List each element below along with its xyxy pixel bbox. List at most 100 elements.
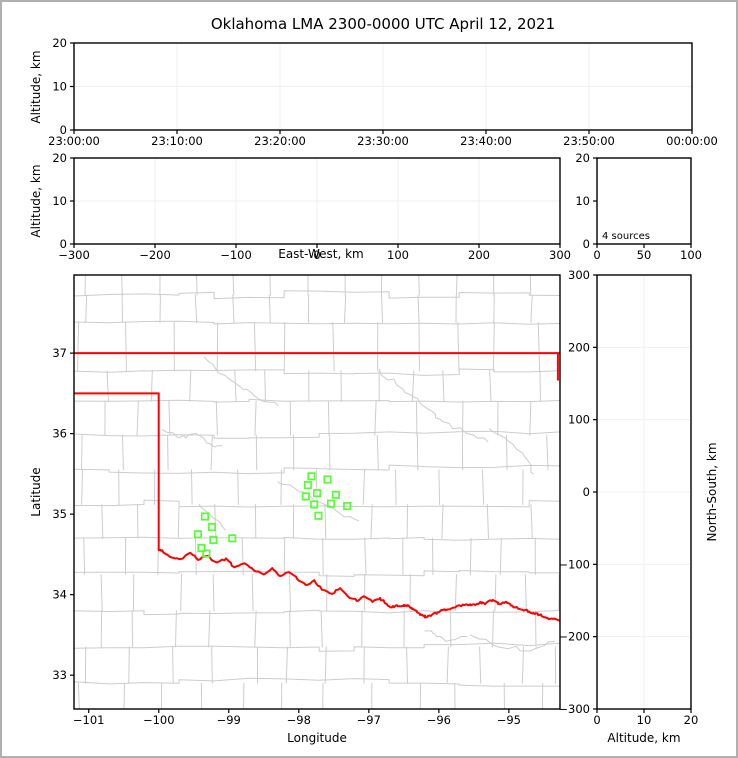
station-marker <box>209 535 218 544</box>
county-line <box>128 646 130 684</box>
county-line <box>167 434 169 471</box>
county-line <box>254 610 257 648</box>
state-border-red-river <box>157 548 560 623</box>
station-marker <box>228 534 237 543</box>
y-tick-label: 100 <box>568 413 590 427</box>
x-tick-label: 23:00:00 <box>48 134 100 148</box>
y-tick-label: −300 <box>558 702 590 716</box>
county-line <box>364 537 367 575</box>
county-line <box>74 677 560 687</box>
time-height-ylabel: Altitude, km <box>29 50 43 123</box>
county-line <box>344 294 347 323</box>
x-tick-label: 23:10:00 <box>151 134 203 148</box>
x-tick-label: 0 <box>313 248 320 262</box>
county-line <box>237 469 239 505</box>
county-line <box>74 290 560 300</box>
y-tick-label: 35 <box>52 507 67 521</box>
y-tick-label: 0 <box>60 123 67 137</box>
station-marker <box>343 502 352 511</box>
county-line <box>494 574 497 612</box>
county-line <box>374 400 377 436</box>
station-marker <box>312 489 322 498</box>
county-line <box>241 537 244 575</box>
county-line <box>289 610 291 648</box>
ew-height-xlabel: East-West, km <box>278 247 364 261</box>
county-line <box>74 398 560 403</box>
county-line <box>489 370 492 402</box>
county-line <box>529 400 532 436</box>
county-line <box>327 400 330 436</box>
east-west-height-panel: −300 −200 −100 0 100 200 300 0 10 20 <box>52 151 571 262</box>
county-line <box>289 574 291 612</box>
county-line <box>529 275 532 296</box>
county-line <box>457 322 460 372</box>
y-tick-label: 34 <box>52 588 67 602</box>
station-marker <box>197 543 206 553</box>
y-tick-label: 10 <box>52 194 67 208</box>
station-marker <box>193 530 203 539</box>
river-line <box>469 634 555 652</box>
county-line <box>84 275 86 296</box>
county-line <box>492 322 495 372</box>
plan-view-map-panel: −101 −100 −99 −98 −97 −96 −95 33 34 35 36 37 <box>52 274 561 727</box>
y-tick-label: 20 <box>575 151 590 165</box>
panel-frame <box>73 157 561 245</box>
county-line <box>74 430 560 439</box>
county-line <box>74 499 560 508</box>
county-line <box>83 537 86 575</box>
x-tick-label: 50 <box>637 248 652 262</box>
county-line <box>74 570 560 577</box>
county-line <box>254 400 257 436</box>
panel-frame <box>73 42 693 131</box>
county-line <box>150 370 153 402</box>
station-marker <box>323 475 332 484</box>
county-line <box>168 400 171 436</box>
county-line <box>85 294 88 323</box>
station-marker <box>331 490 340 499</box>
county-line <box>191 469 193 505</box>
county-line <box>180 574 182 612</box>
station-marker <box>326 499 336 508</box>
county-line <box>243 682 245 709</box>
river-line <box>198 504 226 531</box>
county-line <box>381 294 383 323</box>
county-line <box>406 646 408 684</box>
x-tick-label: −96 <box>427 713 451 727</box>
county-line <box>77 682 80 709</box>
station-marker <box>310 500 319 509</box>
county-line <box>200 682 203 709</box>
county-line <box>280 469 282 505</box>
county-line <box>546 434 549 471</box>
station-markers <box>193 472 352 558</box>
map-xlabel: Longitude <box>287 731 347 745</box>
county-line <box>469 537 472 575</box>
x-tick-label: −100 <box>220 248 252 262</box>
county-line <box>442 370 445 402</box>
county-line <box>74 642 560 652</box>
county-line <box>74 464 560 475</box>
county-line <box>521 646 524 684</box>
county-line <box>530 294 533 323</box>
ns-height-xlabel: Altitude, km <box>607 731 680 745</box>
county-line <box>438 469 441 505</box>
county-line <box>232 294 235 323</box>
river-line <box>488 428 534 475</box>
x-tick-label: 23:20:00 <box>254 134 306 148</box>
station-marker <box>301 492 310 501</box>
county-line <box>492 610 494 648</box>
county-line <box>535 610 537 648</box>
county-line <box>537 322 541 372</box>
county-line <box>315 469 318 505</box>
county-line <box>125 322 127 372</box>
river-line <box>378 368 489 443</box>
county-line <box>189 370 192 402</box>
county-line <box>416 434 419 471</box>
county-line <box>454 574 457 612</box>
x-tick-label: 00:00:00 <box>666 134 718 148</box>
county-line <box>215 400 218 436</box>
x-tick-label: −101 <box>73 713 105 727</box>
y-tick-label: 10 <box>575 194 590 208</box>
source-count-annotation: 4 sources <box>602 231 650 242</box>
county-line <box>406 504 409 539</box>
